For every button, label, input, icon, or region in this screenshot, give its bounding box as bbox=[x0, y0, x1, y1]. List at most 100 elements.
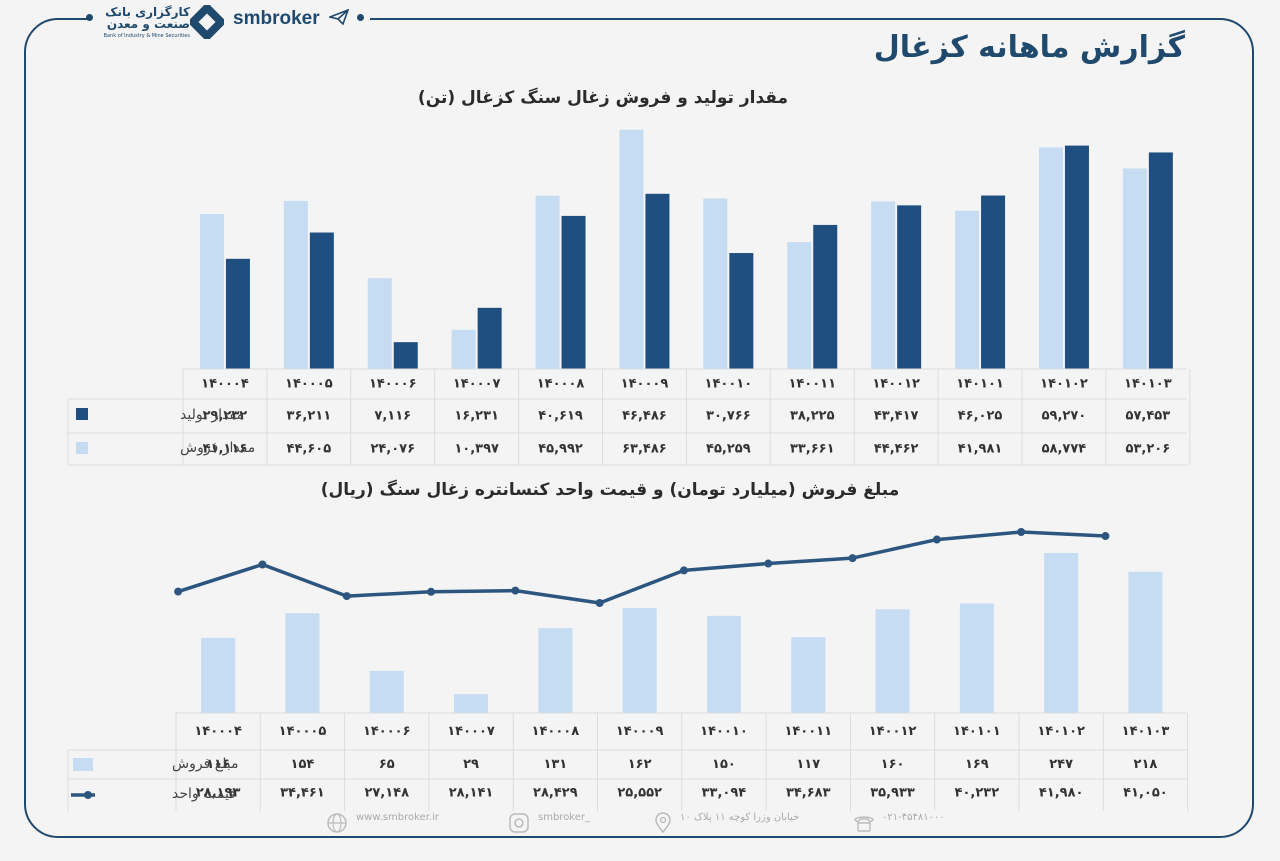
data-label: ۲۵,۵۵۲ bbox=[617, 786, 662, 801]
tick-label: ۱۴۰۱۰۳ bbox=[1122, 724, 1170, 739]
data-label: ۱۶,۲۳۱ bbox=[454, 409, 499, 424]
data-label: ۴۶,۴۸۶ bbox=[622, 409, 667, 424]
revenue-bar bbox=[706, 615, 741, 713]
data-label: ۶۵ bbox=[379, 757, 395, 772]
data-label: ۴۵,۹۹۲ bbox=[538, 442, 583, 457]
sales-bar bbox=[1122, 168, 1147, 369]
data-label: ۲۹ bbox=[463, 757, 479, 772]
instagram-icon bbox=[509, 813, 529, 833]
data-label: ۴۱,۹۸۱ bbox=[958, 442, 1003, 457]
data-label: ۳۶,۲۱۱ bbox=[287, 409, 332, 424]
tick-label: ۱۴۰۰۰۷ bbox=[453, 377, 501, 392]
tick-label: ۱۴۰۰۱۰ bbox=[705, 377, 753, 392]
data-label: ۱۵۴ bbox=[291, 757, 315, 772]
sales-bar bbox=[955, 210, 980, 369]
data-label: ۵۹,۲۷۰ bbox=[1042, 409, 1087, 424]
revenue-bar bbox=[1128, 571, 1163, 713]
data-label: ۷,۱۱۶ bbox=[374, 409, 411, 424]
paper-plane-icon bbox=[329, 9, 349, 25]
data-label: ۴۴,۶۰۵ bbox=[287, 442, 332, 457]
production-bar bbox=[225, 258, 250, 369]
data-label: ۲۷,۱۴۸ bbox=[364, 786, 409, 801]
unit-price-point bbox=[511, 586, 520, 595]
production-bar bbox=[309, 232, 334, 369]
data-label: ۳۵,۹۳۳ bbox=[870, 786, 915, 801]
data-label: ۴۶,۰۲۵ bbox=[958, 409, 1003, 424]
tick-label: ۱۴۰۰۱۱ bbox=[784, 724, 832, 739]
data-label: ۴۳,۴۱۷ bbox=[874, 409, 919, 424]
data-label: ۳۰,۷۶۶ bbox=[706, 409, 751, 424]
footer-phone: ۰۲۱-۴۵۴۸۱۰۰۰ bbox=[882, 812, 945, 823]
unit-price-point bbox=[174, 587, 183, 596]
tick-label: ۱۴۰۰۰۴ bbox=[194, 724, 242, 739]
production-bar bbox=[477, 307, 502, 369]
sales-bar bbox=[535, 195, 560, 369]
tick-label: ۱۴۰۱۰۱ bbox=[956, 377, 1004, 392]
unit-price-point bbox=[427, 587, 436, 596]
revenue-bar bbox=[622, 608, 657, 713]
unit-price-point bbox=[679, 566, 688, 575]
bank-subtitle: Bank of Industry & Mine Securities bbox=[103, 33, 190, 39]
production-bar bbox=[393, 342, 418, 369]
unit-price-point bbox=[595, 599, 604, 607]
production-bar bbox=[1064, 145, 1089, 369]
footer-address: خیابان وزرا کوچه ۱۱ پلاک ۱۰ bbox=[680, 812, 800, 823]
data-label: ۳۳,۰۹۴ bbox=[702, 786, 747, 801]
production-bar bbox=[981, 195, 1006, 369]
production-bar bbox=[897, 205, 922, 369]
revenue-bar bbox=[791, 637, 826, 713]
data-label: ۱۶۹ bbox=[965, 757, 989, 772]
chart1-title: مقدار تولید و فروش زغال سنگ کزغال (تن) bbox=[417, 88, 789, 108]
legend-swatch-revenue bbox=[73, 758, 93, 771]
unit-price-point bbox=[1101, 532, 1110, 541]
data-label: ۳۸,۲۲۵ bbox=[790, 409, 835, 424]
tick-label: ۱۴۰۰۱۰ bbox=[700, 724, 748, 739]
revenue-bar bbox=[959, 603, 994, 713]
legend-swatch-production bbox=[76, 408, 88, 420]
data-label: ۱۰,۳۹۷ bbox=[454, 442, 499, 457]
data-label: ۴۱,۹۸۰ bbox=[1039, 786, 1084, 801]
data-label: ۲۸,۱۹۳ bbox=[196, 786, 241, 801]
sales-bar bbox=[1038, 147, 1063, 369]
brand-name: smbroker bbox=[233, 8, 320, 29]
data-label: ۳۴,۶۸۳ bbox=[786, 786, 831, 801]
tick-label: ۱۴۰۰۰۴ bbox=[201, 377, 249, 392]
tick-label: ۱۴۰۱۰۱ bbox=[953, 724, 1001, 739]
location-pin-icon bbox=[655, 812, 671, 834]
footer-instagram[interactable]: smbroker_ bbox=[538, 812, 591, 823]
data-label: ۴۱,۱۱۶ bbox=[203, 442, 248, 457]
legend-label: مقدار تولید bbox=[180, 407, 244, 423]
production-bar bbox=[645, 193, 670, 369]
data-label: ۱۱۶ bbox=[206, 757, 230, 772]
data-label: ۳۴,۴۶۱ bbox=[280, 786, 325, 801]
legend-label: مقدار فروش bbox=[180, 440, 255, 456]
sales-bar bbox=[367, 278, 392, 369]
revenue-bar bbox=[454, 694, 489, 713]
data-label: ۲۸,۴۲۹ bbox=[533, 786, 578, 801]
tick-label: ۱۴۰۰۱۲ bbox=[869, 724, 917, 739]
footer-website[interactable]: www.smbroker.ir bbox=[356, 812, 439, 823]
sales-bar bbox=[703, 198, 728, 369]
unit-price-point bbox=[764, 559, 773, 568]
data-label: ۴۰,۲۳۲ bbox=[955, 786, 1000, 801]
data-label: ۴۵,۲۵۹ bbox=[706, 442, 751, 457]
tick-label: ۱۴۰۱۰۲ bbox=[1040, 377, 1088, 392]
production-bar bbox=[813, 224, 838, 369]
unit-price-point bbox=[1017, 528, 1026, 536]
revenue-bar bbox=[369, 670, 404, 713]
tick-label: ۱۴۰۰۰۷ bbox=[447, 724, 495, 739]
sales-bar bbox=[451, 329, 476, 369]
header-dot-left bbox=[86, 14, 93, 21]
unit-price-point bbox=[342, 592, 351, 601]
data-label: ۲۴۷ bbox=[1049, 757, 1073, 772]
tick-label: ۱۴۰۱۰۲ bbox=[1037, 724, 1085, 739]
tick-label: ۱۴۰۰۰۵ bbox=[285, 377, 333, 392]
data-label: ۲۹,۲۳۲ bbox=[203, 409, 248, 424]
revenue-bar bbox=[875, 609, 910, 713]
tick-label: ۱۴۰۰۰۵ bbox=[279, 724, 327, 739]
sales-bar bbox=[787, 242, 812, 369]
page-title: گزارش ماهانه کزغال bbox=[873, 30, 1185, 65]
data-label: ۲۴,۰۷۶ bbox=[370, 442, 415, 457]
data-label: ۱۱۷ bbox=[796, 757, 820, 772]
